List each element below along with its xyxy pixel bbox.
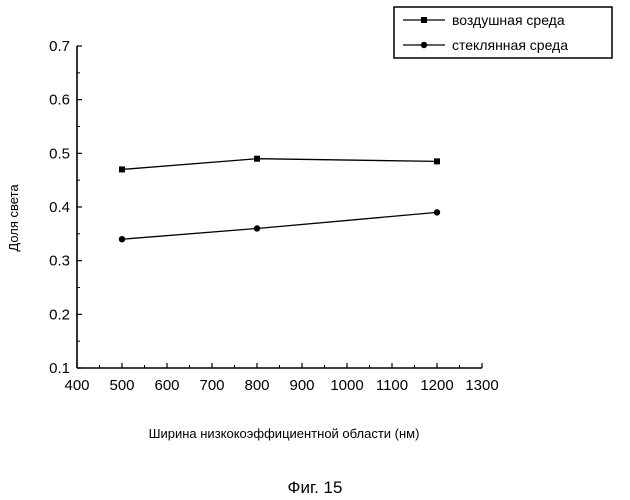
data-point [434,158,440,164]
x-tick-label: 900 [289,377,314,394]
series-2 [119,209,440,242]
y-tick-label: 0.1 [49,360,70,377]
series-1 [119,156,440,173]
legend-marker [421,42,427,48]
series-line [122,159,437,170]
legend-marker [421,17,427,23]
x-tick-label: 1100 [376,377,408,394]
x-tick-label: 500 [109,377,134,394]
figure-caption: Фиг. 15 [288,478,343,497]
data-point [254,156,260,162]
legend-label: стеклянная среда [452,37,568,53]
x-tick-label: 700 [199,377,224,394]
data-point [119,166,125,172]
x-tick-label: 1300 [465,377,498,394]
y-tick-label: 0.6 [49,92,70,109]
axes [77,46,482,368]
x-tick-label: 400 [64,377,89,394]
y-axis-label: Доля света [6,184,21,252]
legend-label: воздушная среда [452,12,565,28]
y-tick-label: 0.3 [49,253,70,270]
x-tick-label: 600 [154,377,179,394]
y-tick-label: 0.4 [49,199,70,216]
x-tick-label: 1200 [420,377,453,394]
series-layer [119,156,440,243]
x-axis-label: Ширина низкокоэффициентной области (нм) [149,426,420,441]
y-tick-label: 0.7 [49,38,70,55]
y-tick-label: 0.5 [49,145,70,162]
legend: воздушная среда стеклянная среда [394,7,612,58]
x-tick-label: 800 [244,377,269,394]
series-line [122,212,437,239]
data-point [434,209,440,215]
data-point [254,225,260,231]
data-point [119,236,125,242]
y-tick-label: 0.2 [49,306,70,323]
x-tick-label: 1000 [330,377,363,394]
